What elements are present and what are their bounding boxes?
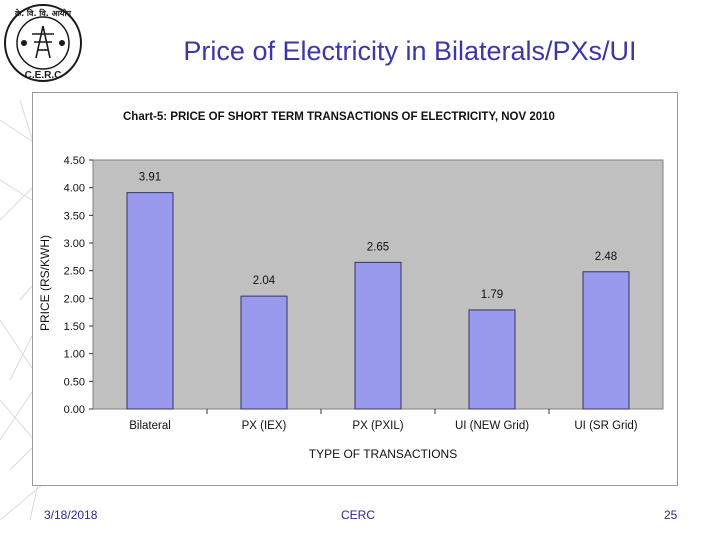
x-axis-label: TYPE OF TRANSACTIONS <box>309 447 457 461</box>
chart-title: Chart-5: PRICE OF SHORT TERM TRANSACTION… <box>123 111 555 123</box>
y-tick-label: 3.50 <box>64 210 85 222</box>
y-tick-label: 3.00 <box>64 238 85 250</box>
y-tick-label: 4.00 <box>64 183 85 195</box>
y-tick-label: 4.50 <box>64 155 85 167</box>
footer-org: CERC <box>341 508 376 522</box>
bar <box>126 192 174 410</box>
y-tick-label: 0.50 <box>64 376 85 388</box>
slide-title: Price of Electricity in Bilaterals/PXs/U… <box>183 36 637 66</box>
bar <box>240 295 288 410</box>
y-tick-label: 0.00 <box>64 404 85 416</box>
y-tick-label: 1.50 <box>64 321 85 333</box>
data-label: 1.79 <box>481 289 503 301</box>
bar <box>582 271 630 410</box>
y-tick-label: 1.00 <box>64 349 85 361</box>
y-axis-label: PRICE (RS/KWH) <box>38 235 52 331</box>
logo-top-text: के. वि. वि. आयोग <box>14 8 72 18</box>
data-label: 2.48 <box>595 251 617 263</box>
bar-chart: Chart-5: PRICE OF SHORT TERM TRANSACTION… <box>38 111 664 461</box>
y-tick-label: 2.50 <box>64 266 85 278</box>
x-tick-label: UI (NEW Grid) <box>455 420 529 432</box>
data-label: 2.04 <box>253 275 276 287</box>
logo-bottom-text: C.E.R.C <box>25 70 62 81</box>
cerc-logo: के. वि. वि. आयोग C.E.R.C <box>2 2 84 84</box>
y-tick-label: 2.00 <box>64 293 85 305</box>
x-tick-label: Bilateral <box>129 420 171 432</box>
data-label: 3.91 <box>139 172 161 184</box>
x-tick-label: PX (PXIL) <box>352 420 403 432</box>
page-number: 25 <box>664 508 678 522</box>
data-label: 2.65 <box>367 241 389 253</box>
x-tick-label: PX (IEX) <box>242 420 287 432</box>
bar <box>468 309 516 410</box>
bar <box>354 261 402 410</box>
footer-date: 3/18/2018 <box>44 508 98 522</box>
x-tick-label: UI (SR Grid) <box>574 420 637 432</box>
chart-container: Chart-5: PRICE OF SHORT TERM TRANSACTION… <box>32 92 678 486</box>
